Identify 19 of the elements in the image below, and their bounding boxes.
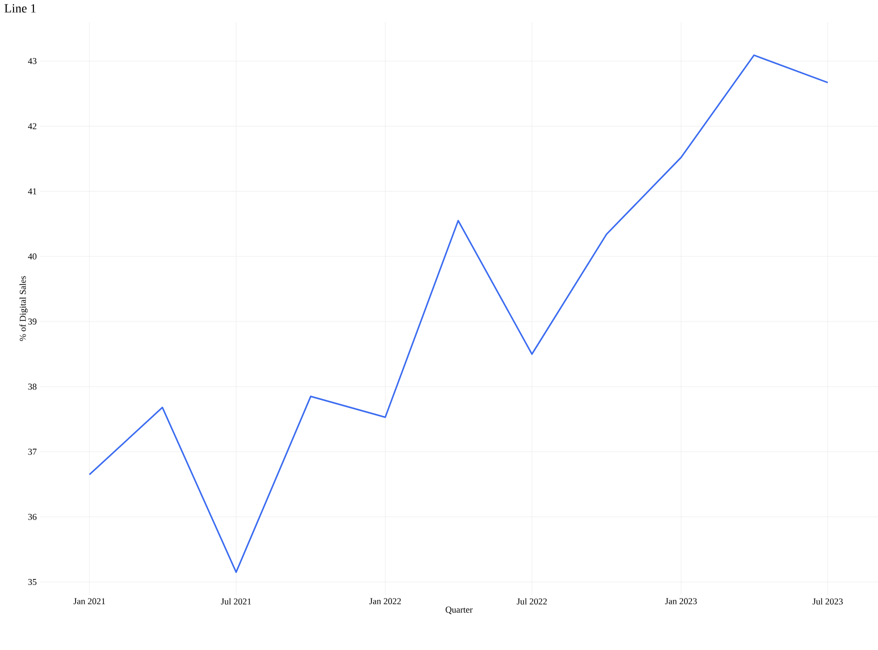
- x-tick-label: Jul 2023: [812, 598, 843, 605]
- y-tick-label: 39: [28, 318, 36, 325]
- y-axis-title: % of Digital Sales: [19, 276, 28, 341]
- x-axis-title: Quarter: [446, 606, 473, 614]
- x-tick-label: Jan 2023: [665, 598, 697, 604]
- x-tick-label: Jan 2022: [369, 598, 401, 604]
- y-tick-label: 41: [28, 188, 36, 194]
- x-tick-label: Jul 2022: [516, 598, 547, 605]
- y-tick-label: 43: [28, 58, 36, 64]
- line-series: [88, 54, 829, 573]
- x-tick-label: Jul 2021: [220, 598, 251, 605]
- y-tick-label: 35: [28, 578, 36, 585]
- y-tick-label: 38: [28, 384, 36, 390]
- chart-title: Line 1: [4, 4, 36, 13]
- y-tick-label: 40: [28, 253, 36, 260]
- x-tick-label: Jan 2021: [74, 598, 105, 604]
- y-tick-label: 36: [28, 514, 37, 520]
- y-tick-label: 37: [28, 448, 37, 455]
- y-tick-label: 42: [28, 123, 36, 130]
